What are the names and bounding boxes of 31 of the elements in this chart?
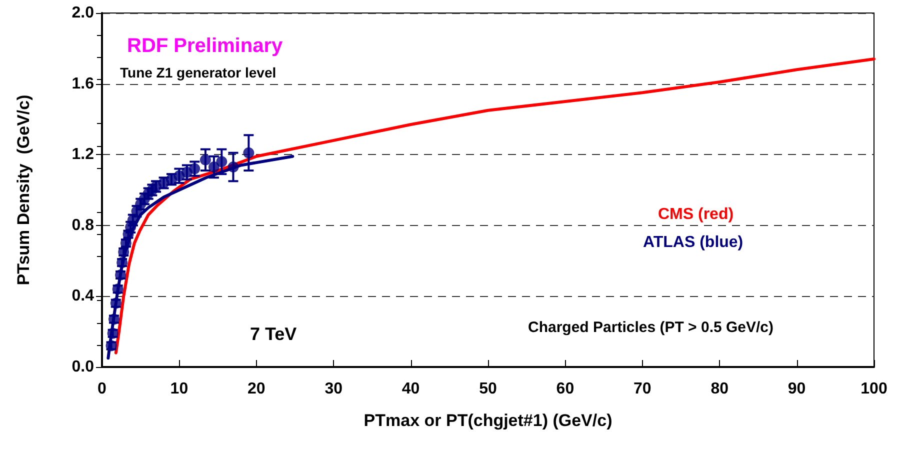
- x-axis-title: PTmax or PT(chgjet#1) (GeV/c): [364, 411, 612, 430]
- annotation: Tune Z1 generator level: [120, 64, 276, 81]
- x-tick-label: 100: [860, 380, 888, 398]
- annotation: Charged Particles (PT > 0.5 GeV/c): [528, 319, 774, 336]
- annotation: ATLAS (blue): [643, 234, 744, 251]
- y-tick-label: 0.4: [72, 288, 94, 305]
- y-axis-title: PTsum Density (GeV/c): [14, 94, 33, 286]
- annotation: CMS (red): [658, 206, 734, 223]
- point: [243, 147, 254, 158]
- annotation: 7 TeV: [250, 324, 297, 344]
- x-tick-label: 70: [634, 380, 652, 398]
- x-tick-label: 90: [788, 380, 806, 398]
- point: [208, 161, 220, 172]
- y-tick-label: 1.2: [72, 146, 94, 164]
- x-tick-label: 20: [248, 380, 266, 398]
- y-tick-label: 0.8: [72, 216, 94, 234]
- x-tick-label: 80: [710, 380, 729, 398]
- point: [228, 161, 239, 172]
- x-tick-label: 0: [98, 380, 107, 398]
- y-tick-label: 1.6: [72, 75, 94, 92]
- annotation: RDF Preliminary: [127, 35, 284, 57]
- y-tick-label: 2.0: [72, 4, 94, 22]
- x-tick-label: 10: [170, 380, 188, 398]
- point: [189, 163, 200, 174]
- y-tick-label: 0.0: [72, 358, 94, 376]
- point: [216, 156, 228, 168]
- x-tick-label: 40: [402, 380, 420, 398]
- x-tick-label: 50: [479, 380, 497, 398]
- x-tick-label: 60: [556, 380, 574, 398]
- point: [200, 154, 211, 166]
- x-tick-label: 30: [324, 380, 343, 398]
